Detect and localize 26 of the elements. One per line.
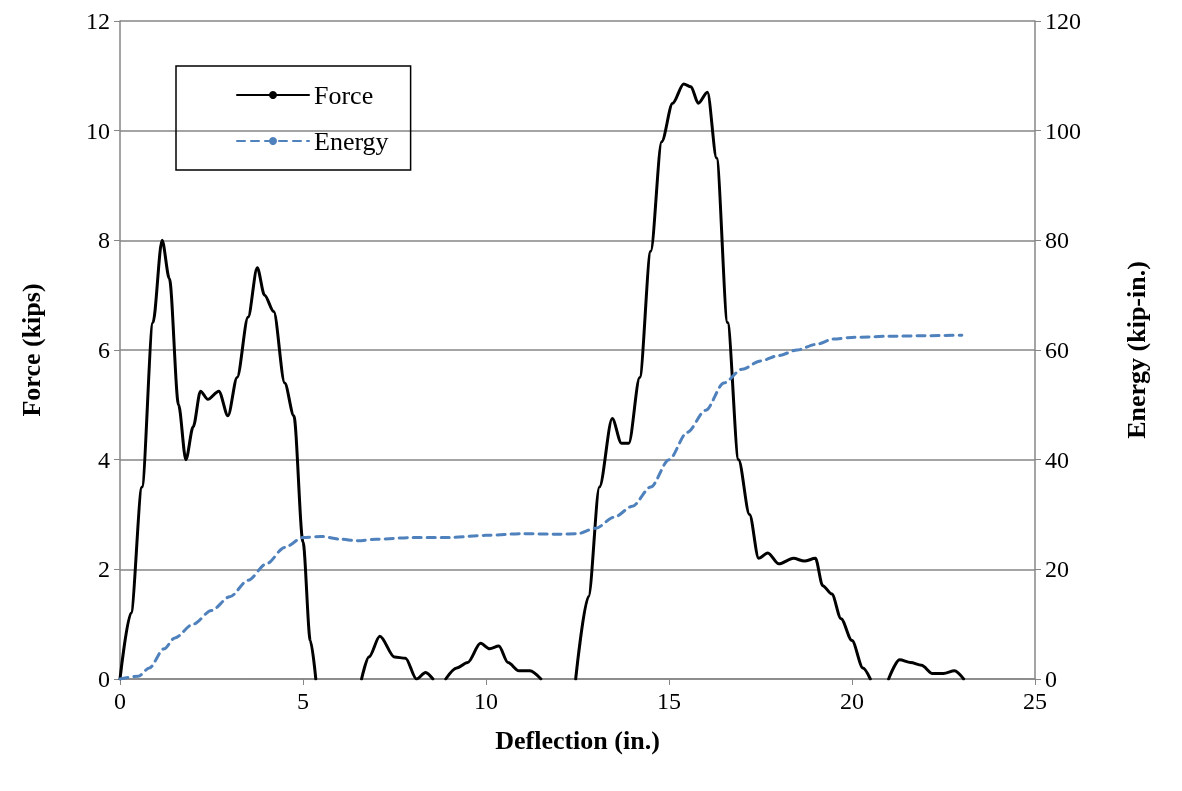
y2-tick-label: 100 [1045,117,1081,144]
y2-tick-label: 0 [1045,666,1057,692]
y2-tick-label: 80 [1045,227,1069,254]
x-tick-label: 25 [1023,688,1047,714]
line-series [118,333,964,681]
x-tick-label: 0 [114,688,126,714]
legend-label: Force [314,80,374,110]
y-tick-label: 2 [98,556,110,583]
y2-tick-label: 20 [1045,556,1069,583]
x-tick-label: 20 [840,688,864,714]
y-tick-label: 10 [86,117,110,144]
y-tick-label: 12 [86,8,110,34]
x-axis-title: Deflection (in.) [495,725,660,755]
legend-label: Energy [314,126,389,156]
x-tick-label: 10 [474,688,498,714]
x-tick-label: 5 [297,688,309,714]
y2-tick-label: 60 [1045,337,1069,363]
y-axis-title: Force (kips) [16,283,46,417]
y-tick-label: 8 [98,227,110,254]
y2-tick-label: 120 [1045,8,1081,34]
y2-axis-title: Energy (kip-in.) [1121,261,1151,439]
y2-tick-label: 40 [1045,446,1069,473]
y-tick-label: 0 [98,666,110,692]
y-tick-label: 6 [98,337,110,363]
x-tick-label: 15 [657,688,681,714]
y-tick-label: 4 [98,446,110,473]
